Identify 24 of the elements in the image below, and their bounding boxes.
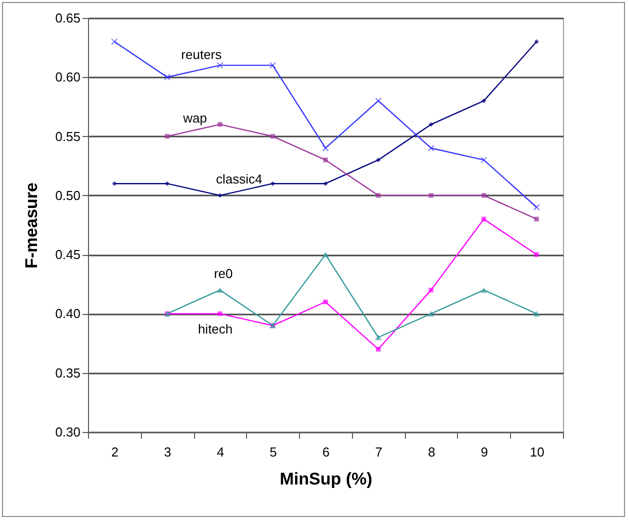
y-tick-label: 0.40 [55,306,80,322]
y-tick-label: 0.60 [55,70,80,85]
y-tick-label: 0.35 [55,365,80,380]
x-tick-label: 3 [164,444,172,460]
x-axis-title: MinSup (%) [280,470,372,488]
series-label: classic4 [216,171,262,186]
x-tick-label: 6 [322,444,330,460]
y-tick-label: 0.65 [55,10,80,26]
y-tick-label: 0.55 [55,128,80,144]
y-tick-label: 0.50 [55,188,80,203]
series-label: re0 [214,266,233,282]
x-tick-label: 8 [428,444,436,460]
x-tick-label: 5 [270,444,277,460]
y-tick-label: 0.30 [55,424,80,440]
x-tick-label: 7 [375,444,382,460]
y-tick-label: 0.45 [55,247,80,262]
y-axis-title: F-measure [22,182,42,268]
x-tick-label: 2 [111,444,119,460]
series-label: wap [182,110,208,126]
series-label: hitech [198,322,233,337]
x-tick-label: 10 [530,444,544,460]
x-tick-label: 4 [216,444,224,460]
series-label: reuters [181,47,222,62]
x-tick-label: 9 [480,444,488,460]
